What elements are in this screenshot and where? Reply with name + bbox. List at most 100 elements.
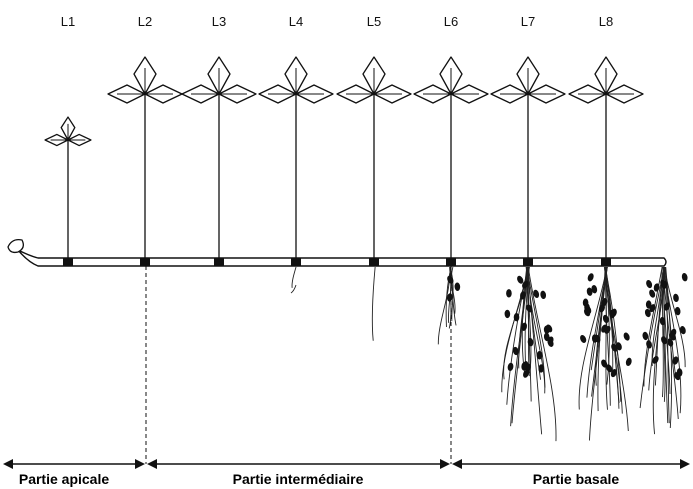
root-nodule-icon (659, 316, 666, 326)
section-arrows (3, 459, 690, 469)
node-l6 (446, 258, 456, 266)
leaf-label-l1: L1 (61, 14, 75, 29)
root-nodule-icon (504, 309, 511, 319)
root (595, 266, 607, 386)
leaf-label-l7: L7 (521, 14, 535, 29)
root-nodule-icon (536, 351, 543, 360)
node-l3 (214, 258, 224, 266)
root-nodule-icon (602, 314, 609, 324)
root (521, 266, 528, 373)
leaf-label-l2: L2 (138, 14, 152, 29)
root-nodule-icon (507, 362, 514, 372)
roots-group (290, 266, 688, 442)
root-nodule-icon (601, 298, 608, 307)
root-nodule-icon (540, 290, 547, 300)
root-nodule-icon (676, 368, 683, 377)
section-dividers (145, 266, 452, 464)
node-l4 (291, 258, 301, 266)
root-nodule-icon (591, 334, 598, 343)
root-nodule-icon (545, 324, 553, 333)
root-nodule-icon (606, 364, 613, 373)
root-hook (290, 284, 297, 294)
intermediate-arrow-left-head-icon (147, 459, 157, 469)
root-nodule-icon (661, 336, 668, 345)
node-l7 (523, 258, 533, 266)
leaf-l4 (258, 56, 334, 258)
root-nodule-icon (660, 279, 667, 288)
apical-bud-icon (7, 239, 24, 254)
intermediate-arrow-right-head-icon (440, 459, 450, 469)
root-nodule-icon (673, 293, 679, 303)
root-nodule-icon (672, 356, 679, 365)
stolon-group (7, 239, 667, 267)
root-nodule-icon (521, 362, 527, 371)
apical-arrow-left-head-icon (3, 459, 13, 469)
leaf-label-l5: L5 (367, 14, 381, 29)
root-nodule-icon (625, 357, 632, 366)
root (449, 266, 457, 326)
node-l1 (63, 258, 73, 266)
root-nodule-icon (582, 298, 589, 307)
root-nodule-icon (663, 302, 670, 311)
basal-arrow-right-head-icon (680, 459, 690, 469)
root-nodule-icon (580, 334, 587, 343)
root (526, 266, 546, 394)
root-nodule-icon (521, 322, 527, 331)
section-label-apical: Partie apicale (19, 471, 109, 487)
leaf-l2 (107, 56, 183, 258)
root-nodule-icon (646, 340, 652, 349)
root-nodule-icon (679, 326, 686, 335)
leaf-l5 (336, 56, 412, 258)
root (604, 266, 622, 402)
root-nodule-icon (645, 300, 652, 309)
root-nodule-icon (646, 279, 653, 289)
root (524, 266, 530, 372)
root-nodule-icon (591, 285, 598, 294)
root-nodule-icon (642, 331, 649, 341)
root-nodule-icon (523, 369, 530, 378)
root-nodule-icon (538, 364, 545, 373)
section-label-basal: Partie basale (533, 471, 620, 487)
root (371, 266, 376, 341)
apical-arrow-right-head-icon (135, 459, 145, 469)
root (643, 266, 663, 387)
basal-arrow-left-head-icon (452, 459, 462, 469)
root (291, 266, 297, 288)
root-nodule-icon (674, 306, 681, 316)
root-nodule-icon (681, 273, 688, 282)
root-nodule-icon (585, 305, 592, 314)
root-nodule-icon (454, 282, 461, 291)
root-nodule-icon (601, 359, 608, 368)
root-nodule-icon (522, 280, 529, 289)
root-nodule-icon (615, 342, 622, 351)
root-nodule-icon (586, 287, 593, 296)
root-nodule-icon (447, 275, 454, 284)
root-nodule-icon (520, 291, 526, 300)
root-nodule-icon (611, 308, 617, 317)
root (526, 266, 543, 435)
leaf-l1 (44, 116, 92, 258)
leaf-labels: L1 L2 L3 L4 L5 L6 L7 L8 (61, 14, 613, 29)
root (605, 266, 608, 410)
section-labels: Partie apicale Partie intermédiaire Part… (19, 471, 620, 487)
root-nodule-icon (667, 338, 674, 347)
leaf-label-l4: L4 (289, 14, 303, 29)
root-nodule-icon (512, 346, 519, 356)
section-label-intermediate: Partie intermédiaire (233, 471, 364, 487)
leaf-l7 (490, 56, 566, 258)
root-nodule-icon (652, 355, 659, 364)
root-nodule-icon (547, 338, 554, 347)
node-l5 (369, 258, 379, 266)
leaf-l8 (568, 56, 644, 258)
root (518, 266, 529, 369)
leaves-group (44, 56, 644, 258)
root-nodule-icon (601, 324, 608, 333)
leaf-l3 (181, 56, 257, 258)
root (578, 266, 608, 410)
root-nodule-icon (517, 275, 524, 284)
node-l8 (601, 258, 611, 266)
root-nodule-icon (513, 313, 520, 322)
leaf-label-l6: L6 (444, 14, 458, 29)
root-nodule-icon (610, 369, 617, 378)
